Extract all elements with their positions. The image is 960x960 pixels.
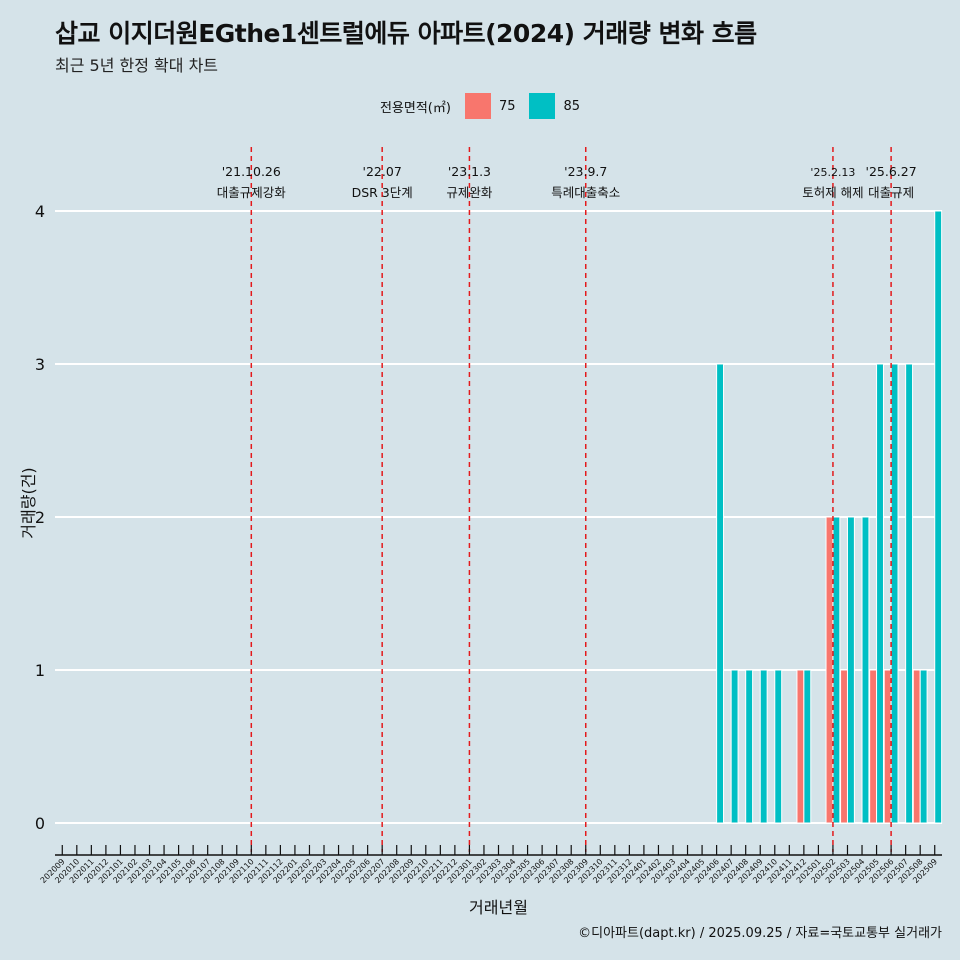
bar-75-202502 [825,516,834,824]
y-tick-label: 3 [35,355,45,374]
bar-85-202507 [905,363,914,824]
source-caption: ©디아파트(dapt.kr) / 2025.09.25 / 자료=국토교통부 실… [578,926,942,941]
y-tick-label: 0 [35,814,45,833]
y-tick-label: 2 [35,508,45,527]
legend-label-75: 75 [498,98,516,114]
bar-85-202505 [876,363,884,824]
event-label: 토허제 해제 [802,185,863,200]
y-tick-label: 1 [35,661,45,680]
bar-75-202412 [796,669,805,824]
bar-75-202508 [912,669,921,824]
bar-85-202506 [890,363,899,824]
bar-75-202503 [840,669,848,824]
x-axis-title: 거래년월 [469,898,528,917]
event-date-label: '23.1.3 [448,164,491,179]
bar-85-202509 [934,210,943,824]
chart-title: 삽교 이지더원EGthe1센트럴에듀 아파트(2024) 거래량 변화 흐름 [55,19,757,48]
bar-75-202505 [869,669,878,824]
bar-85-202409 [759,669,768,824]
event-date-label: '25.2.13 [810,166,855,179]
bar-85-202504 [861,516,870,824]
legend: 전용면적(㎡) 75 85 [0,93,960,119]
legend-title: 전용면적(㎡) [379,100,451,116]
bar-85-202503 [846,516,855,824]
event-label: 대출규제강화 [217,185,287,200]
event-label: 특례대출축소 [551,185,620,200]
bar-85-202412 [803,669,812,824]
event-label: 규제완화 [446,185,493,200]
bar-85-202410 [774,669,783,824]
legend-label-85: 85 [563,98,581,114]
event-date-label: '25.6.27 [866,164,917,179]
chart-subtitle: 최근 5년 한정 확대 차트 [55,56,219,75]
bar-85-202407 [730,669,739,824]
event-date-label: '22.07 [363,164,402,179]
event-date-label: '21.10.26 [222,164,281,179]
bar-85-202408 [745,669,754,824]
event-label: DSR 3단계 [352,185,413,200]
y-axis-title: 거래량(건) [19,467,38,538]
legend-swatch-85 [529,93,556,119]
event-date-label: '23.9.7 [564,164,607,179]
y-tick-label: 4 [35,202,45,221]
event-label: 대출규제 [868,185,914,200]
bar-85-202502 [832,516,841,824]
bar-85-202406 [716,363,725,824]
bar-85-202508 [919,669,928,824]
legend-swatch-75 [464,93,491,119]
bar-75-202506 [883,669,892,824]
